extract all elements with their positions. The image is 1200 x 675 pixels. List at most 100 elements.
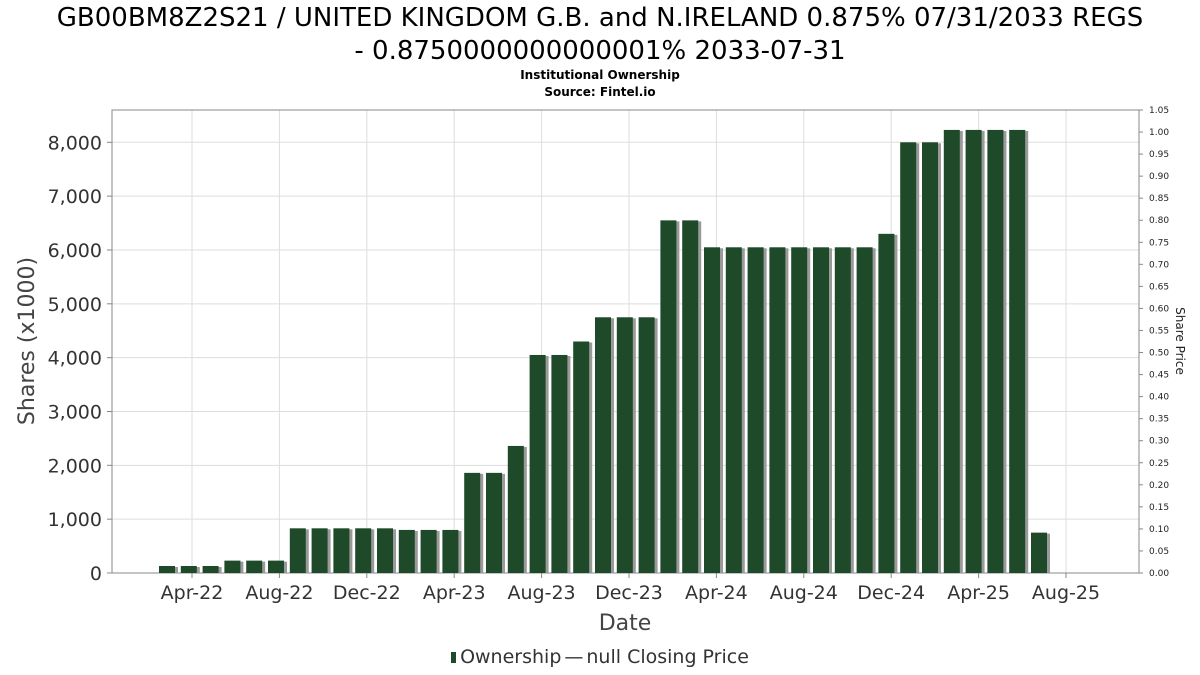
chart-subtitle: Institutional Ownership [520,68,680,82]
ownership-bar [507,445,524,573]
ownership-bar [202,566,219,573]
x-tick-label: Dec-24 [857,582,925,604]
y-axis-left: 0 1,000 2,000 3,000 4,000 5,000 6,000 7,000 8,00… [48,132,112,585]
ownership-bar [355,528,372,573]
ownership-bar [224,560,241,573]
ownership-bar [529,354,546,573]
y2-tick-label: 0.05 [1149,547,1169,557]
y2-tick-label: 0.50 [1149,349,1169,359]
ownership-bar [725,247,742,573]
ownership-bar [333,528,350,573]
x-tick-label: Dec-23 [595,582,663,604]
ownership-bar [486,472,502,573]
y-tick-label: 3,000 [48,401,102,423]
y2-tick-label: 0.55 [1149,326,1169,336]
ownership-bar [551,354,568,573]
x-tick-label: Dec-22 [333,582,401,604]
x-tick-label: Aug-24 [770,582,838,604]
ownership-bar [420,529,437,573]
y2-axis-label: Share Price [1173,307,1187,375]
y-tick-label: 1,000 [48,509,102,531]
x-axis-label: Date [599,611,652,636]
chart-title-line-1: GB00BM8Z2S21 / UNITED KINGDOM G.B. and N… [56,3,1144,33]
y2-tick-label: 0.70 [1149,260,1169,270]
y-axis-right: 0.00 0.05 0.10 0.15 0.20 0.25 0.30 0.35 0.40 0.45… [1139,106,1169,579]
legend-price-line: — [564,646,584,668]
y2-tick-label: 0.65 [1149,282,1169,292]
ownership-bar [289,528,306,573]
ownership-bar [660,220,677,573]
y2-tick-label: 0.80 [1149,216,1169,226]
y-tick-label: 2,000 [48,455,102,477]
y2-tick-label: 0.90 [1149,172,1169,182]
x-axis: Apr-22 Aug-22 Dec-22 Apr-23 Aug-23 Dec-23 Apr-… [161,573,1100,604]
ownership-bar [1031,532,1047,573]
ownership-bar [377,528,393,573]
ownership-legend-swatch [451,652,457,663]
ownership-bar [878,233,895,574]
x-tick-label: Apr-24 [685,582,748,604]
x-tick-label: Apr-25 [947,582,1010,604]
ownership-bar [900,142,917,574]
ownership-bar [464,472,481,573]
y2-tick-label: 0.35 [1149,415,1169,425]
y2-tick-label: 0.40 [1149,393,1169,403]
ownership-bar [180,566,197,573]
ownership-bar [682,220,699,573]
y2-tick-label: 0.25 [1149,459,1169,469]
ownership-bar [442,529,459,573]
bars-layer [159,129,1050,574]
ownership-bar [268,560,284,573]
y2-tick-label: 0.75 [1149,238,1169,248]
ownership-bar [943,129,960,573]
ownership-bar [922,142,938,574]
y-tick-label: 8,000 [48,132,102,154]
ownership-bar [704,247,720,573]
ownership-bar [813,247,829,573]
ownership-bar [616,317,633,573]
ownership-bar [791,247,808,573]
ownership-bar [834,247,851,573]
y2-tick-label: 0.30 [1149,437,1169,447]
ownership-bar [246,560,263,573]
ownership-bar [159,566,175,573]
x-tick-label: Aug-25 [1032,582,1100,604]
y2-tick-label: 0.45 [1149,371,1169,381]
ownership-bar [638,317,655,573]
y2-tick-label: 1.05 [1149,106,1169,116]
x-tick-label: Aug-22 [245,582,313,604]
ownership-bar [769,247,786,573]
ownership-bar [311,528,328,573]
y2-tick-label: 0.60 [1149,304,1169,314]
y-axis-label: Shares (x1000) [15,257,40,425]
y-tick-label: 0 [90,563,102,585]
y2-tick-label: 0.10 [1149,525,1169,535]
y2-tick-label: 0.20 [1149,481,1169,491]
ownership-bar [595,317,611,573]
ownership-bar [1009,129,1026,573]
y-tick-label: 5,000 [48,294,102,316]
ownership-bar [965,129,982,573]
y2-tick-label: 1.00 [1149,128,1169,138]
y2-tick-label: 0.00 [1149,569,1169,579]
ownership-bar [747,247,764,573]
y2-tick-label: 0.95 [1149,150,1169,160]
x-tick-label: Aug-23 [508,582,576,604]
y-tick-label: 4,000 [48,348,102,370]
ownership-bar [398,529,415,573]
y2-tick-label: 0.85 [1149,194,1169,204]
ownership-bar [573,341,590,573]
chart-source: Source: Fintel.io [544,85,656,99]
ownership-bar [856,247,873,573]
y-tick-label: 6,000 [48,240,102,262]
legend-ownership: Ownership [460,646,562,668]
ownership-bar [987,129,1004,573]
x-tick-label: Apr-23 [423,582,486,604]
legend-price: null Closing Price [586,646,749,668]
y-tick-label: 7,000 [48,186,102,208]
y2-tick-label: 0.15 [1149,503,1169,513]
chart-legend: Ownership — null Closing Price [0,646,1200,668]
chart-title-line-2: - 0.8750000000000001% 2033-07-31 [354,36,846,66]
x-tick-label: Apr-22 [161,582,224,604]
